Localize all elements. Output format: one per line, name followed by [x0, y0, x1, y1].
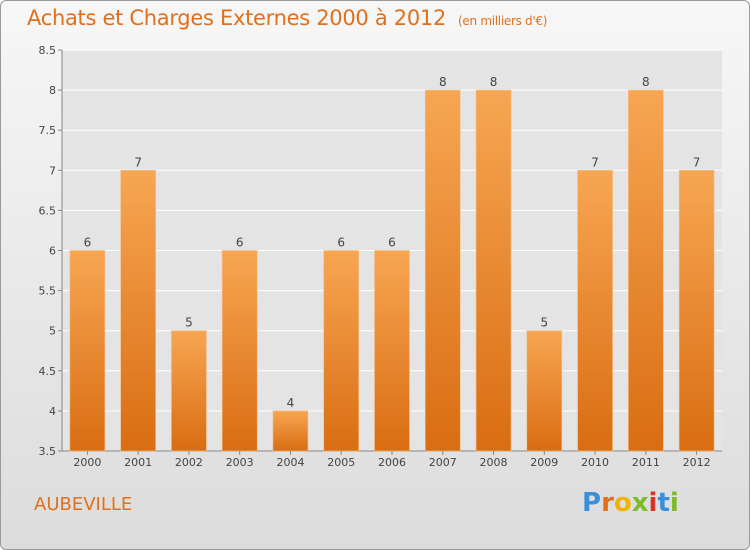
y-tick-label: 3.5: [39, 445, 57, 458]
data-label-2010: 7: [591, 155, 599, 169]
y-tick-label: 5: [49, 325, 56, 338]
y-tick-label: 4.5: [39, 365, 57, 378]
y-tick-label: 7.5: [39, 124, 57, 137]
y-tick-label: 4: [49, 405, 56, 418]
data-label-2002: 5: [185, 316, 193, 330]
bar-2012: [678, 170, 715, 452]
data-label-2001: 7: [134, 155, 142, 169]
x-tick-label-2000: 2000: [73, 456, 101, 469]
x-tick-label-2011: 2011: [632, 456, 660, 469]
chart-unit: (en milliers d'€): [458, 14, 548, 28]
y-tick-label: 6.5: [39, 204, 57, 217]
data-label-2007: 8: [439, 75, 447, 89]
city-name: AUBEVILLE: [34, 494, 133, 515]
x-tick-label-2002: 2002: [175, 456, 203, 469]
bar-2002: [171, 330, 207, 452]
y-tick-label: 7: [49, 164, 56, 177]
x-tick-label-2003: 2003: [226, 456, 254, 469]
data-label-2003: 6: [236, 236, 244, 250]
data-label-2000: 6: [84, 236, 92, 250]
y-tick-label: 5.5: [39, 285, 57, 298]
y-tick-label: 6: [49, 245, 56, 258]
x-tick-label-2004: 2004: [276, 456, 304, 469]
bar-2004: [272, 410, 309, 452]
bar-2008: [475, 89, 512, 452]
bar-2003: [221, 250, 258, 452]
chart-title-text: Achats et Charges Externes 2000 à 2012: [27, 6, 447, 30]
chart-title: Achats et Charges Externes 2000 à 2012 (e…: [27, 6, 547, 30]
y-tick-label: 8.5: [39, 44, 57, 57]
data-label-2005: 6: [337, 236, 345, 250]
data-label-2012: 7: [693, 155, 701, 169]
data-label-2004: 4: [287, 396, 295, 410]
x-tick-label-2007: 2007: [429, 456, 457, 469]
bar-2001: [120, 170, 156, 452]
x-tick-label-2006: 2006: [378, 456, 406, 469]
bar-2011: [628, 89, 664, 452]
x-tick-label-2012: 2012: [683, 456, 711, 469]
bar-2006: [374, 250, 410, 452]
x-tick-label-2005: 2005: [327, 456, 355, 469]
bar-2009: [526, 330, 563, 452]
proxiti-logo: Proxiti: [582, 488, 679, 518]
y-tick-label: 8: [49, 84, 56, 97]
data-label-2011: 8: [642, 75, 650, 89]
bar-2005: [323, 250, 360, 452]
data-label-2006: 6: [388, 236, 396, 250]
x-tick-label-2008: 2008: [480, 456, 508, 469]
data-label-2008: 8: [490, 75, 498, 89]
x-tick-label-2009: 2009: [530, 456, 558, 469]
data-label-2009: 5: [540, 316, 548, 330]
bar-2000: [69, 250, 106, 452]
x-tick-label-2001: 2001: [124, 456, 152, 469]
bar-2007: [424, 89, 461, 452]
x-tick-label-2010: 2010: [581, 456, 609, 469]
bar-2010: [577, 170, 613, 452]
